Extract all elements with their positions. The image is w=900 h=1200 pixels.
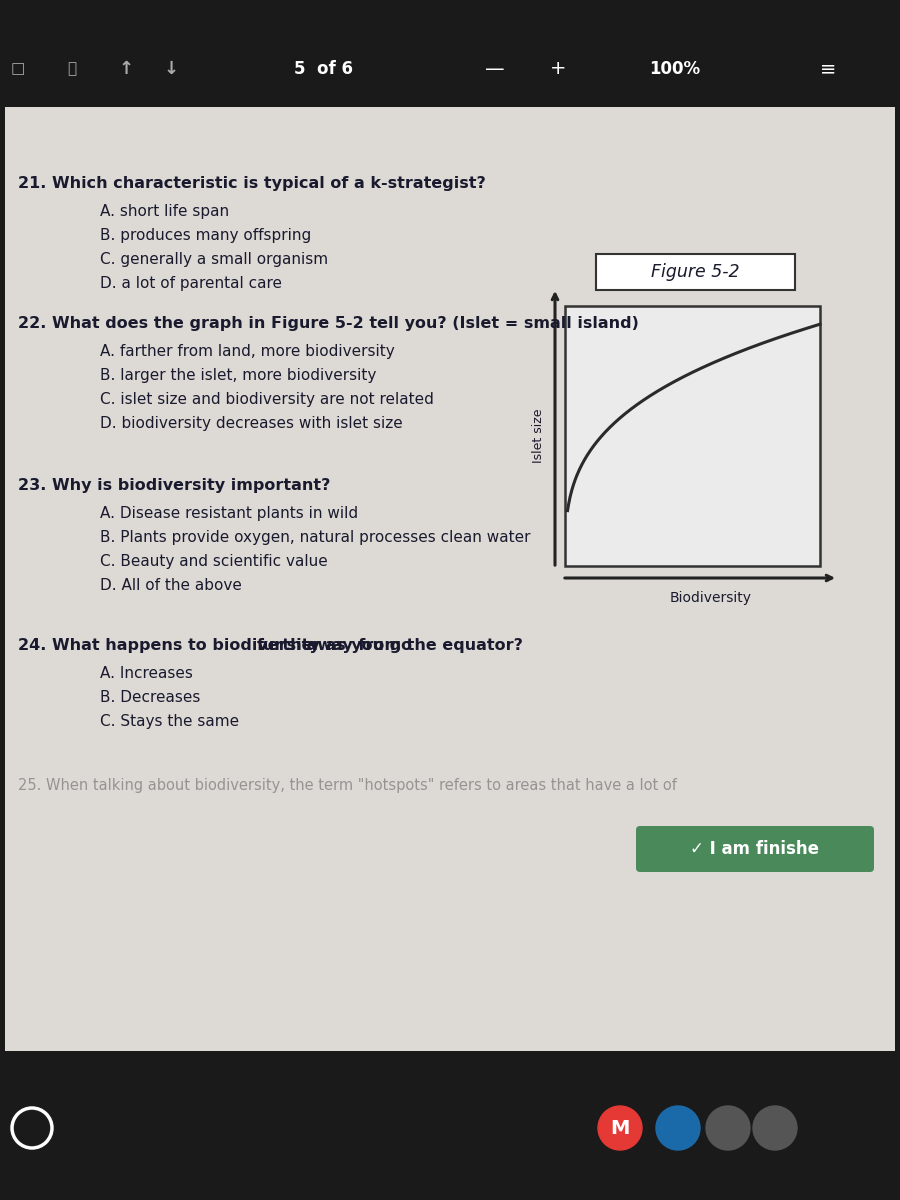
Text: ✓ I am finishe: ✓ I am finishe xyxy=(690,840,820,858)
Text: ⌕: ⌕ xyxy=(68,61,76,77)
Text: B. produces many offspring: B. produces many offspring xyxy=(100,228,311,242)
Text: Biodiversity: Biodiversity xyxy=(670,590,752,605)
Text: 5  of 6: 5 of 6 xyxy=(294,60,354,78)
Text: □: □ xyxy=(11,61,25,77)
Text: C. generally a small organism: C. generally a small organism xyxy=(100,252,328,266)
Circle shape xyxy=(598,1106,642,1150)
Text: B. Plants provide oxygen, natural processes clean water: B. Plants provide oxygen, natural proces… xyxy=(100,530,530,545)
Text: 24. What happens to biodiversity as you go: 24. What happens to biodiversity as you … xyxy=(18,638,418,653)
Text: A. farther from land, more biodiversity: A. farther from land, more biodiversity xyxy=(100,344,395,359)
FancyBboxPatch shape xyxy=(5,107,895,1051)
Text: 22. What does the graph in Figure 5-2 tell you? (Islet = small island): 22. What does the graph in Figure 5-2 te… xyxy=(18,316,639,331)
Text: B. Decreases: B. Decreases xyxy=(100,690,201,704)
Text: 25. When talking about biodiversity, the term "hotspots" refers to areas that ha: 25. When talking about biodiversity, the… xyxy=(18,778,677,793)
Text: 21. Which characteristic is typical of a k-strategist?: 21. Which characteristic is typical of a… xyxy=(18,176,486,191)
Text: 23. Why is biodiversity important?: 23. Why is biodiversity important? xyxy=(18,478,330,493)
Text: D. All of the above: D. All of the above xyxy=(100,578,242,593)
Text: ≡: ≡ xyxy=(820,60,836,78)
Text: further: further xyxy=(256,638,321,653)
Text: D. a lot of parental care: D. a lot of parental care xyxy=(100,276,282,290)
Text: ↑: ↑ xyxy=(119,60,133,78)
Circle shape xyxy=(706,1106,750,1150)
Text: ↓: ↓ xyxy=(164,60,178,78)
Text: away from the equator?: away from the equator? xyxy=(301,638,523,653)
Text: C. Stays the same: C. Stays the same xyxy=(100,714,239,728)
Text: +: + xyxy=(550,60,566,78)
FancyBboxPatch shape xyxy=(636,826,874,872)
Text: D. biodiversity decreases with islet size: D. biodiversity decreases with islet siz… xyxy=(100,416,403,431)
Text: A. Disease resistant plants in wild: A. Disease resistant plants in wild xyxy=(100,506,358,521)
Text: A. Increases: A. Increases xyxy=(100,666,193,680)
Text: C. islet size and biodiversity are not related: C. islet size and biodiversity are not r… xyxy=(100,392,434,407)
FancyBboxPatch shape xyxy=(596,254,795,290)
Text: Figure 5-2: Figure 5-2 xyxy=(652,263,740,281)
Text: B. larger the islet, more biodiversity: B. larger the islet, more biodiversity xyxy=(100,368,376,383)
Circle shape xyxy=(656,1106,700,1150)
Text: C. Beauty and scientific value: C. Beauty and scientific value xyxy=(100,554,328,569)
Text: M: M xyxy=(610,1118,630,1138)
Text: —: — xyxy=(485,60,505,78)
Circle shape xyxy=(753,1106,797,1150)
FancyBboxPatch shape xyxy=(565,306,820,566)
Text: Islet size: Islet size xyxy=(533,409,545,463)
Text: 100%: 100% xyxy=(650,60,700,78)
Text: A. short life span: A. short life span xyxy=(100,204,230,218)
